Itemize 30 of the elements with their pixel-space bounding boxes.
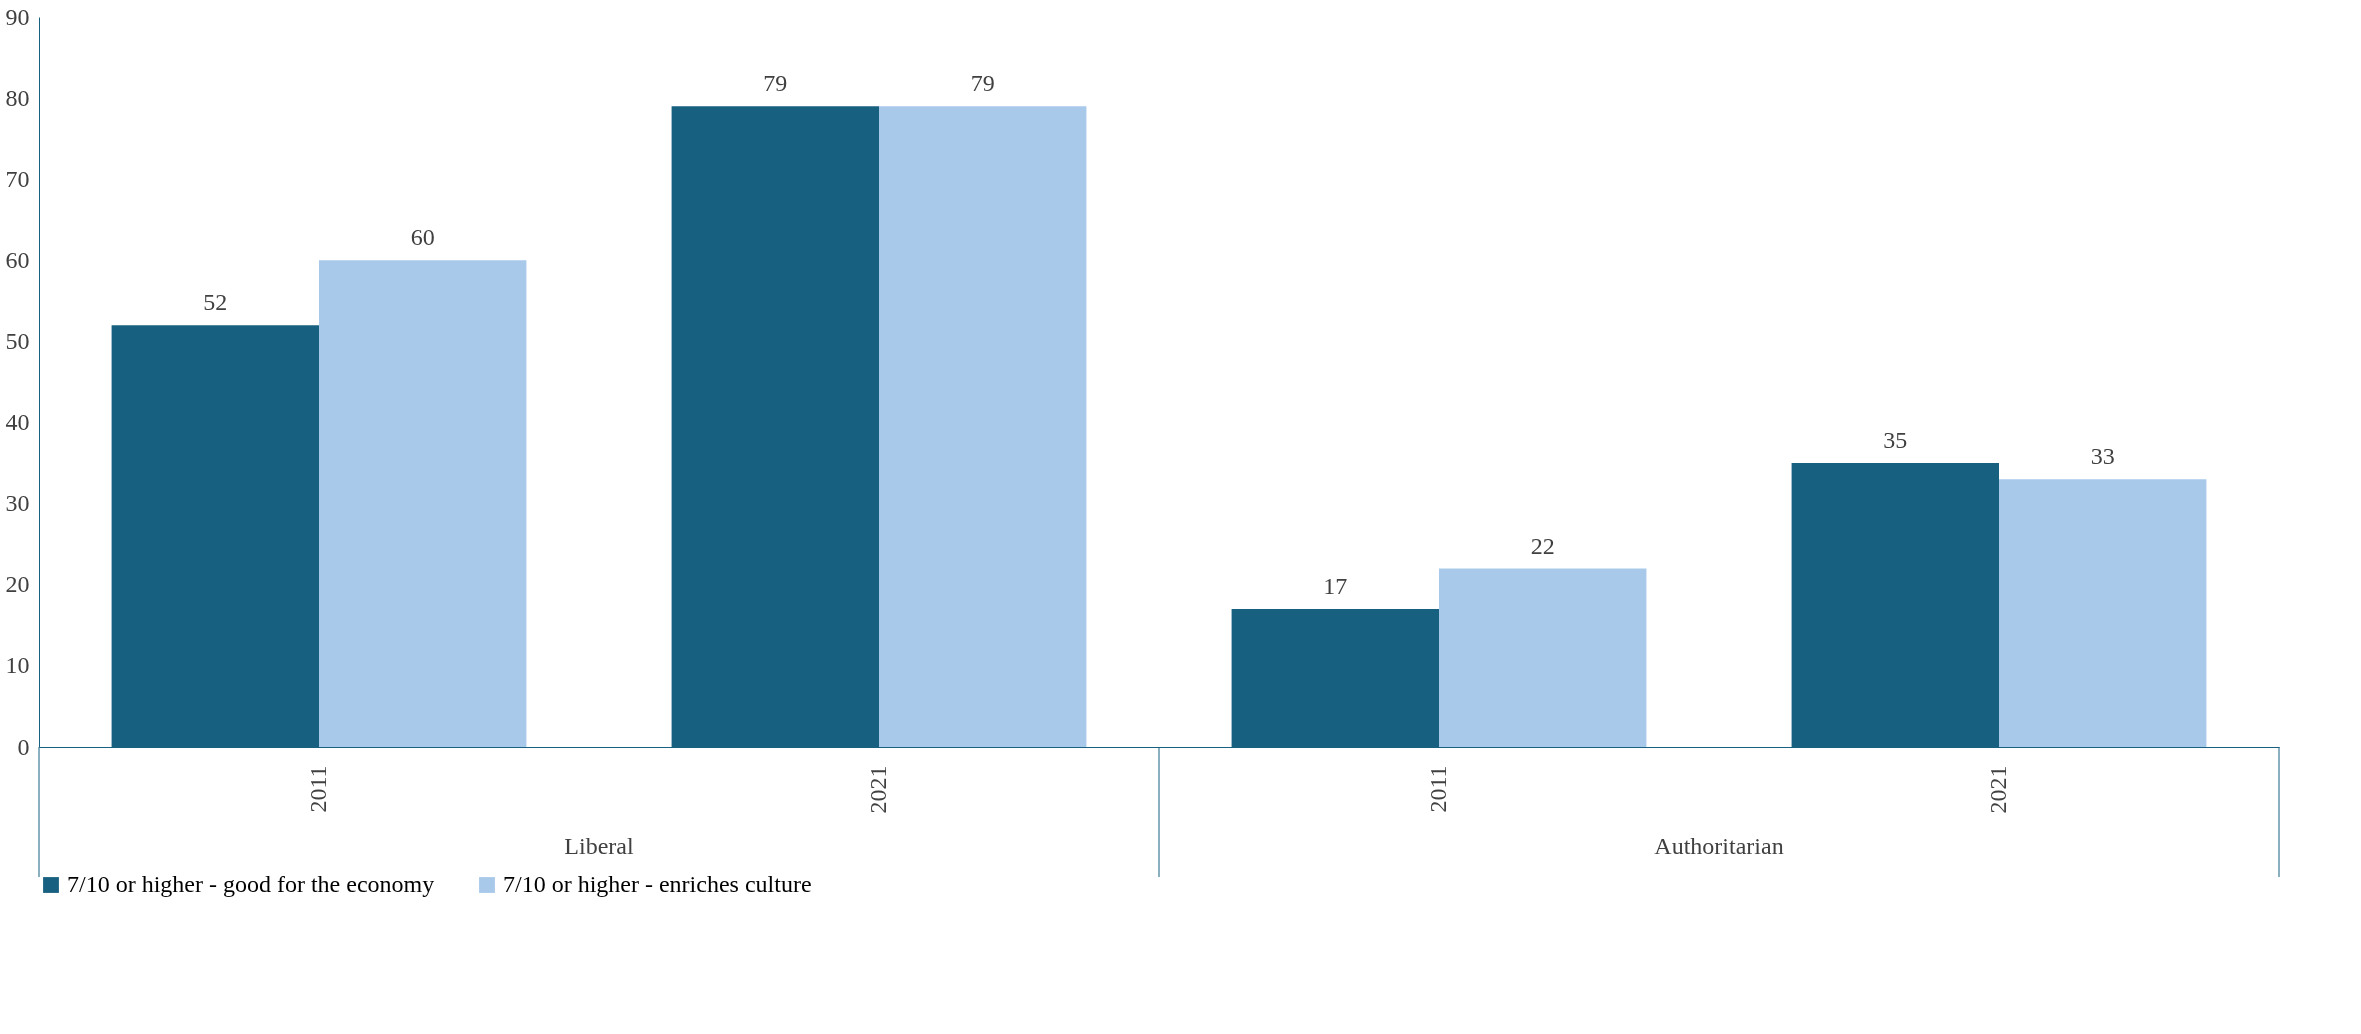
y-tick-label: 70 <box>5 165 30 192</box>
y-tick-label: 90 <box>5 3 30 30</box>
data-label: 17 <box>1323 573 1348 600</box>
data-label: 60 <box>410 224 435 251</box>
bar <box>879 106 1087 747</box>
y-tick-label: 20 <box>5 571 30 598</box>
x-tick-label: 2011 <box>305 765 331 813</box>
data-label: 33 <box>2090 443 2115 470</box>
bar <box>1999 479 2207 747</box>
text: Authoritarian <box>1654 833 1784 859</box>
y-tick-label: 40 <box>5 409 30 436</box>
legend-label: 7/10 or higher - good for the economy <box>67 871 435 897</box>
text: Liberal <box>564 833 634 859</box>
y-tick-label: 60 <box>5 246 30 273</box>
legend-label: 7/10 or higher - enriches culture <box>503 871 812 897</box>
data-label: 22 <box>1530 532 1555 559</box>
bar <box>1439 568 1647 747</box>
y-tick-label: 0 <box>17 733 30 760</box>
x-tick-label: 2021 <box>1985 765 2011 814</box>
data-label: 35 <box>1883 427 1908 454</box>
y-tick-label: 50 <box>5 327 30 354</box>
data-label: 79 <box>970 70 995 97</box>
y-tick-label: 80 <box>5 84 30 111</box>
y-tick-label: 30 <box>5 490 30 517</box>
bar <box>319 260 527 747</box>
x-tick-label: 2021 <box>865 765 891 814</box>
data-label: 79 <box>763 70 788 97</box>
y-tick-label: 10 <box>5 652 30 679</box>
x-tick-label: 2011 <box>1425 765 1451 813</box>
data-label: 52 <box>203 289 228 316</box>
